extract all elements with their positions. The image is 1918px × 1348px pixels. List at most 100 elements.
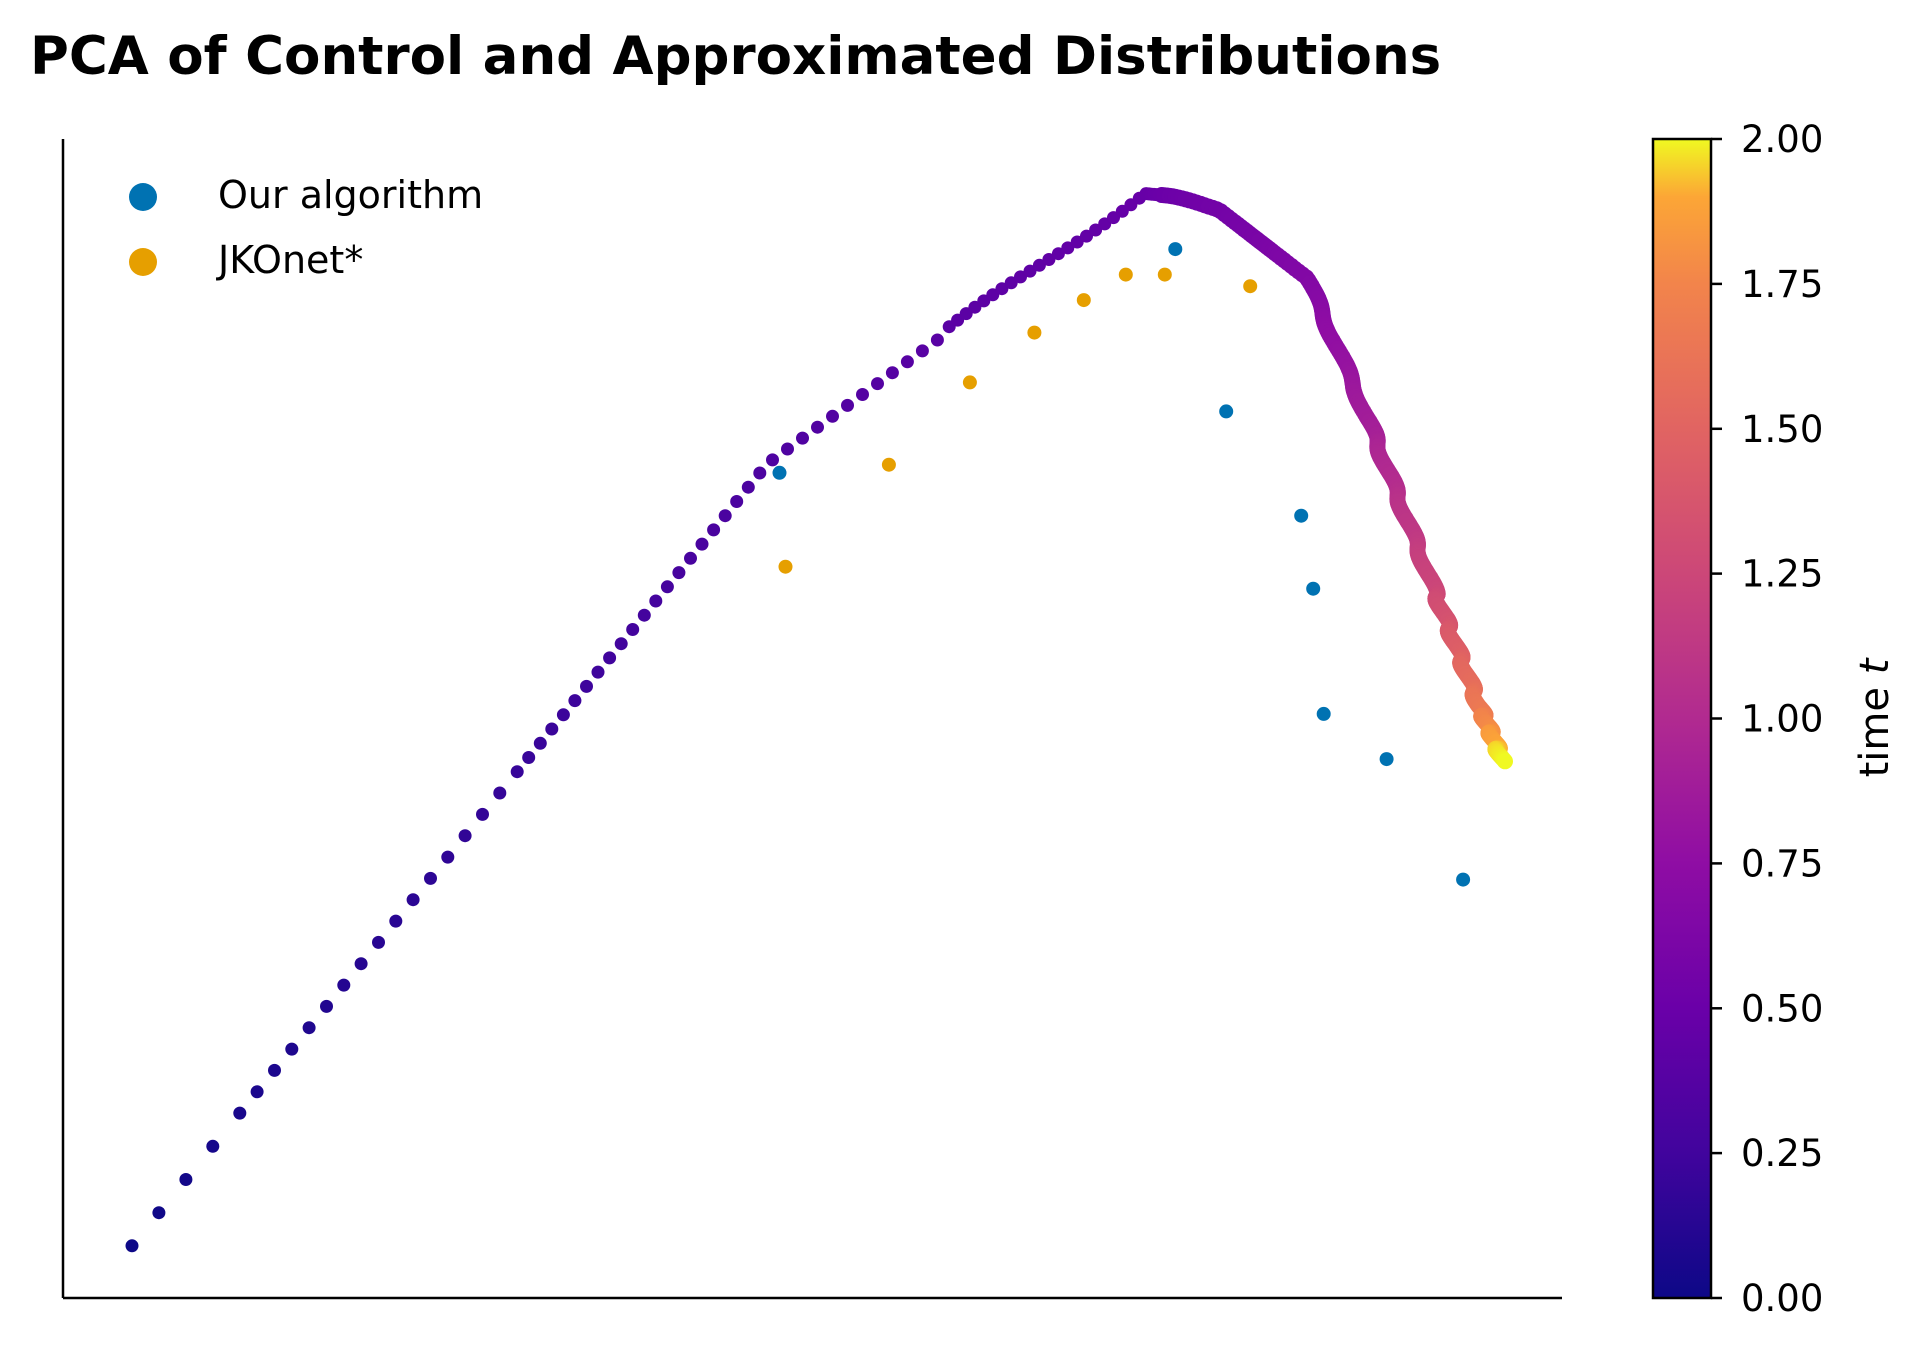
- control-point: [900, 355, 914, 369]
- our-algorithm-point: [1168, 242, 1183, 257]
- control-point: [1014, 270, 1027, 284]
- control-point: [649, 594, 663, 608]
- control-point: [718, 509, 732, 523]
- colorbar-gradient: [1651, 137, 1713, 1300]
- control-point: [1032, 258, 1046, 272]
- control-point: [915, 344, 929, 358]
- control-point: [285, 1042, 299, 1056]
- control-point: [206, 1139, 220, 1153]
- control-point: [672, 566, 686, 580]
- control-point: [885, 366, 899, 380]
- control-point: [986, 288, 1000, 302]
- control-point: [1070, 235, 1084, 249]
- control-point: [233, 1106, 247, 1120]
- control-point: [766, 453, 779, 467]
- plot-axes: [61, 139, 1562, 1300]
- control-point: [510, 765, 524, 779]
- control-point: [568, 694, 582, 708]
- legend-label-our-algorithm: Our algorithm: [218, 173, 483, 217]
- jkonet-points: [778, 267, 1258, 574]
- jkonet-point: [1243, 279, 1258, 294]
- control-point: [580, 679, 593, 693]
- control-point: [476, 807, 489, 821]
- control-point: [533, 736, 547, 750]
- control-point: [424, 871, 437, 885]
- chart-title: PCA of Control and Approximated Distribu…: [30, 26, 1441, 87]
- control-point: [1051, 247, 1065, 261]
- control-point: [1080, 229, 1093, 243]
- our-algorithm-point: [1379, 752, 1394, 767]
- our-algorithm-point: [1316, 706, 1331, 721]
- control-point: [458, 829, 472, 843]
- control-point: [1089, 223, 1103, 237]
- jkonet-point: [1118, 267, 1133, 282]
- control-point: [591, 665, 605, 679]
- colorbar-label-variable: t: [1852, 657, 1898, 674]
- control-point: [684, 551, 697, 565]
- control-point: [660, 580, 674, 594]
- control-point: [337, 978, 351, 992]
- control-point: [302, 1021, 316, 1035]
- colorbar-ticks: 0.00 0.25 0.50 0.75 1.00 1.25 1.50 1.75 2.00: [1711, 118, 1823, 1320]
- jkonet-point: [962, 375, 977, 390]
- control-point: [871, 377, 884, 391]
- control-point: [637, 608, 651, 622]
- control-point: [781, 442, 794, 456]
- colorbar-label-text: time: [1852, 687, 1898, 777]
- control-point: [753, 466, 767, 480]
- control-point: [125, 1239, 139, 1253]
- colorbar: 0.00 0.25 0.50 0.75 1.00 1.25 1.50 1.75 2.00 tim…: [1651, 118, 1898, 1320]
- control-point: [707, 523, 721, 537]
- legend-marker-jkonet: [129, 248, 157, 276]
- control-point: [250, 1085, 264, 1099]
- colorbar-tick-label: 1.50: [1741, 408, 1823, 451]
- our-algorithm-point: [1294, 508, 1309, 523]
- control-point: [841, 398, 854, 412]
- control-point: [826, 409, 839, 423]
- control-point: [320, 999, 333, 1013]
- control-point: [1061, 241, 1075, 255]
- control-point: [603, 651, 617, 665]
- control-point: [268, 1063, 281, 1077]
- colorbar-tick-label: 1.25: [1741, 553, 1823, 596]
- control-point: [811, 420, 824, 434]
- control-point: [856, 388, 869, 401]
- control-point: [522, 751, 536, 764]
- control-point: [614, 637, 628, 651]
- control-point: [354, 957, 368, 971]
- colorbar-tick-label: 0.75: [1741, 842, 1823, 885]
- control-point: [741, 480, 755, 494]
- control-point: [1497, 753, 1513, 770]
- jkonet-point: [1157, 267, 1172, 282]
- our-algorithm-point: [1306, 581, 1321, 596]
- control-point: [372, 935, 385, 949]
- jkonet-point: [1076, 293, 1091, 308]
- our-algorithm-point: [772, 465, 787, 480]
- control-point: [1004, 276, 1018, 290]
- legend-label-jkonet: JKOnet*: [216, 238, 363, 282]
- control-point: [556, 708, 570, 722]
- control-point: [1042, 253, 1056, 266]
- jkonet-point: [1027, 325, 1042, 340]
- our-algorithm-points: [772, 242, 1471, 887]
- legend: Our algorithm JKOnet*: [129, 173, 483, 282]
- colorbar-label: time t: [1852, 657, 1898, 777]
- colorbar-tick-label: 1.75: [1741, 263, 1823, 306]
- control-trajectory: [125, 187, 1513, 1253]
- our-algorithm-point: [1456, 872, 1471, 887]
- control-point: [730, 495, 744, 508]
- colorbar-tick-label: 0.25: [1741, 1132, 1823, 1175]
- jkonet-point: [778, 559, 793, 574]
- colorbar-tick-label: 2.00: [1741, 118, 1823, 161]
- control-point: [179, 1173, 193, 1186]
- colorbar-tick-label: 0.50: [1741, 987, 1823, 1030]
- control-point: [1023, 264, 1037, 278]
- control-point: [995, 282, 1009, 296]
- legend-marker-our-algorithm: [129, 183, 157, 211]
- control-point: [389, 914, 403, 928]
- control-point: [493, 786, 507, 800]
- control-point: [441, 850, 455, 864]
- colorbar-tick-label: 1.00: [1741, 698, 1823, 741]
- control-point: [930, 333, 944, 347]
